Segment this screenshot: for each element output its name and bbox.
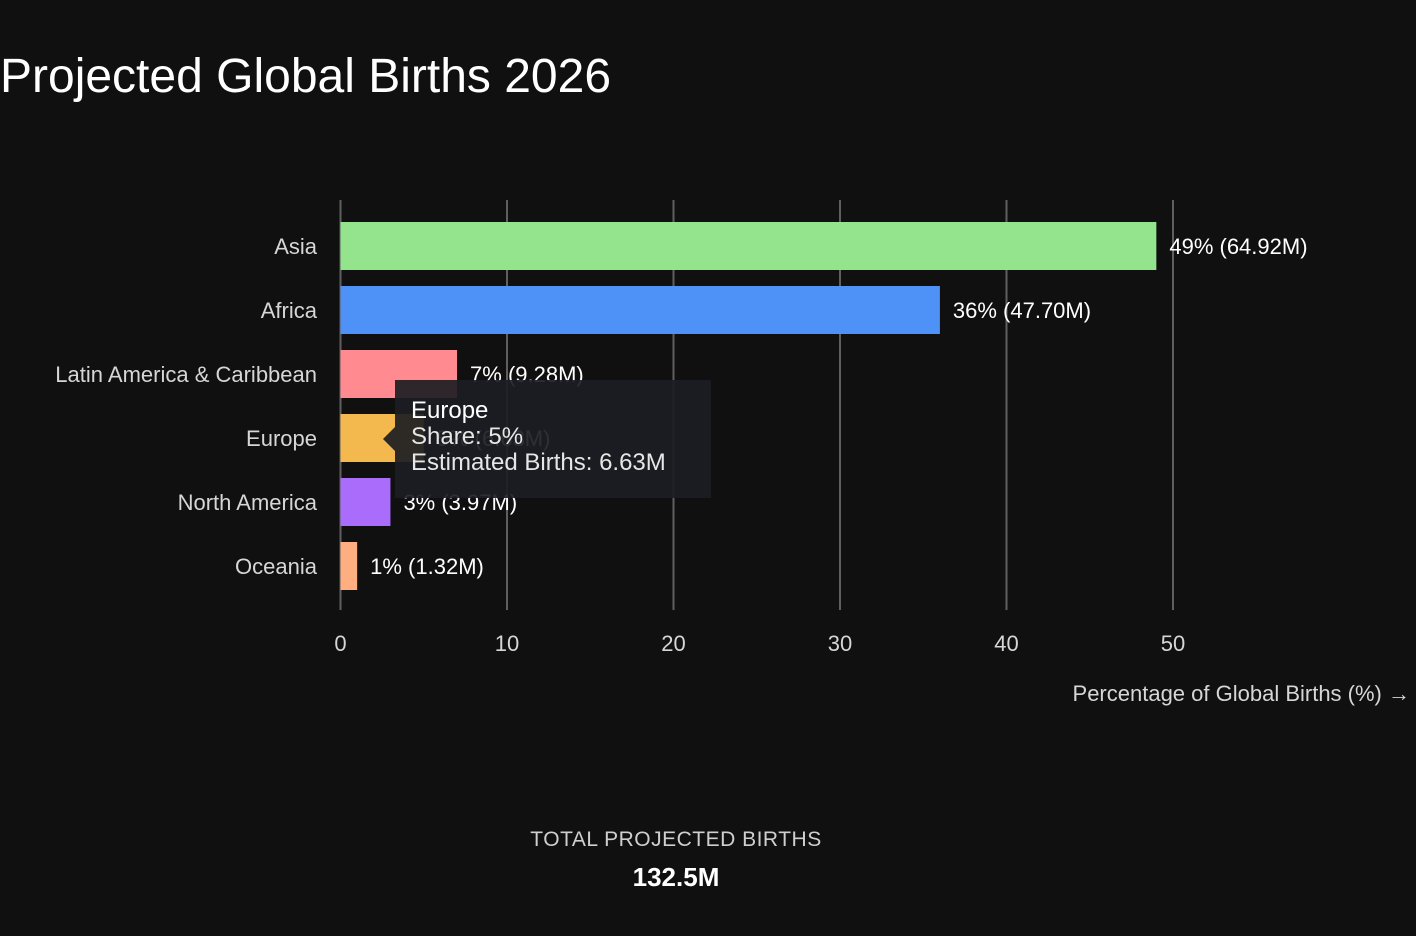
- category-label: Africa: [261, 298, 318, 323]
- category-labels: Asia Africa Latin America & Caribbean Europ…: [55, 234, 317, 579]
- x-tick-label: 30: [828, 631, 852, 656]
- tooltip-title: Europe: [411, 397, 489, 424]
- total-value: 132.5M: [632, 862, 720, 892]
- x-tick-label: 50: [1161, 631, 1185, 656]
- chart-title: Projected Global Births 2026: [0, 50, 612, 103]
- hover-tooltip: Europe Share: 5% Estimated Births: 6.63M: [383, 380, 711, 498]
- x-tick-label: 10: [495, 631, 519, 656]
- category-label: Europe: [246, 426, 317, 451]
- data-label: 49% (64.92M): [1169, 234, 1307, 259]
- bar[interactable]: [340, 222, 1157, 270]
- tooltip-arrow: [383, 427, 395, 451]
- x-tick-label: 40: [994, 631, 1018, 656]
- x-axis-label: Percentage of Global Births (%) →: [1073, 681, 1410, 706]
- tooltip-births: Estimated Births: 6.63M: [411, 449, 666, 476]
- total-summary: TOTAL PROJECTED BIRTHS 132.5M: [476, 828, 876, 893]
- data-label: 36% (47.70M): [953, 298, 1091, 323]
- x-tick-labels: 0 10 20 30 40 50: [334, 631, 1185, 656]
- category-label: Asia: [274, 234, 318, 259]
- data-label: 1% (1.32M): [370, 554, 484, 579]
- category-label: Latin America & Caribbean: [55, 362, 317, 387]
- bar[interactable]: [340, 542, 358, 590]
- bar[interactable]: [340, 286, 940, 334]
- x-tick-label: 0: [334, 631, 346, 656]
- category-label: North America: [178, 490, 318, 515]
- bars: [340, 222, 1157, 590]
- x-tick-label: 20: [661, 631, 685, 656]
- tooltip-share: Share: 5%: [411, 423, 524, 450]
- total-label: TOTAL PROJECTED BIRTHS: [530, 828, 822, 851]
- bar[interactable]: [340, 478, 391, 526]
- category-label: Oceania: [235, 554, 318, 579]
